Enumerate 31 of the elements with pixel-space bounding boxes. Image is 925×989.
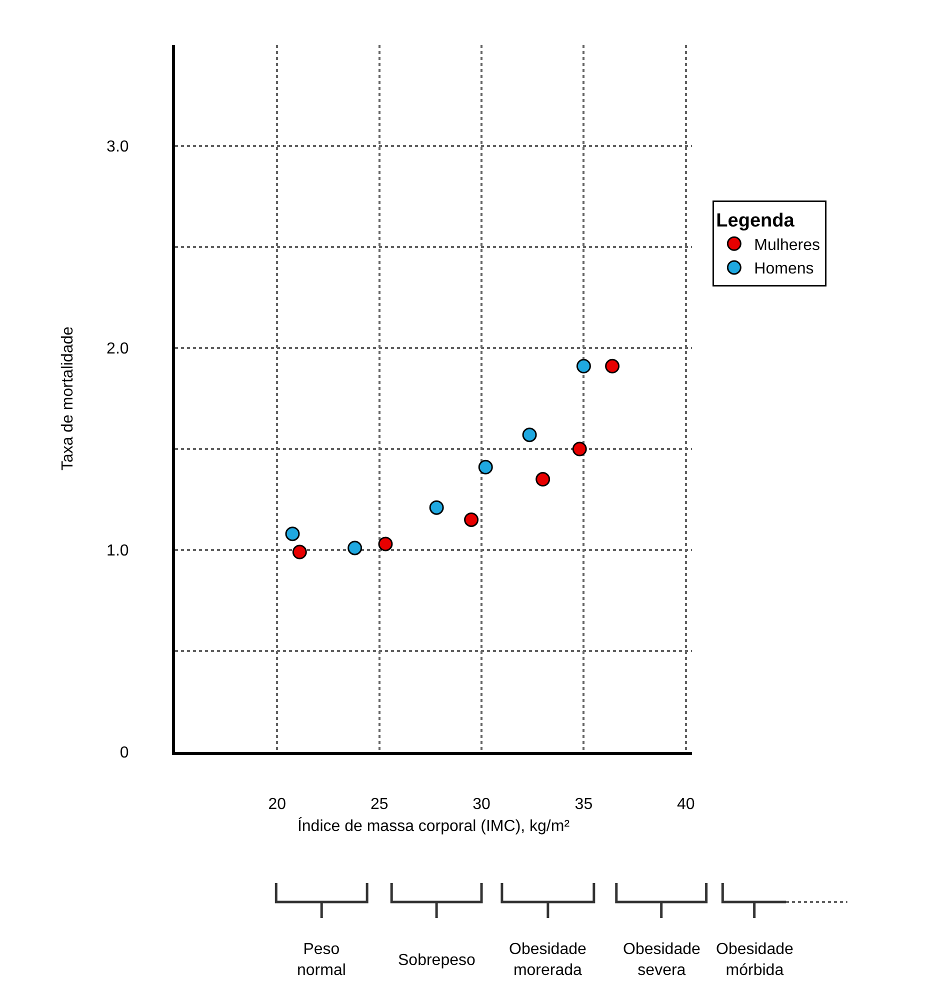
- y-axis-title: Taxa de mortalidade: [59, 326, 76, 471]
- point: [536, 472, 550, 487]
- y-tick-label: 1.0: [106, 542, 129, 560]
- x-tick-label: 20: [268, 796, 286, 814]
- point: [378, 536, 393, 552]
- text: Peso normal: [297, 941, 346, 979]
- point: [478, 460, 493, 474]
- y-tick-label: 0: [120, 744, 129, 762]
- point: [522, 428, 537, 442]
- point: [348, 540, 362, 556]
- point: [464, 512, 479, 527]
- point: [605, 358, 620, 374]
- x-axis-title: Índice de massa corporal (IMC), kg/m²: [297, 816, 570, 835]
- point: [576, 358, 591, 374]
- legend-title: Legenda: [716, 210, 795, 232]
- point: [572, 442, 587, 456]
- text: Obesidade mórbida: [716, 941, 794, 979]
- y-tick-label: 3.0: [106, 138, 129, 156]
- text: Obesidade severa: [623, 941, 700, 979]
- text: Obesidade morerada: [509, 941, 586, 979]
- x-tick-label: 25: [370, 796, 388, 814]
- point: [429, 500, 444, 515]
- point: [292, 544, 307, 560]
- text: Sobrepeso: [398, 952, 476, 969]
- point: [285, 526, 300, 542]
- x-tick-label: 35: [574, 796, 593, 814]
- x-tick-label: 40: [676, 796, 695, 814]
- legend-label: Mulheres: [754, 236, 820, 254]
- y-tick-label: 2.0: [106, 340, 129, 358]
- x-tick-label: 30: [472, 796, 491, 814]
- legend-label: Homens: [754, 260, 814, 278]
